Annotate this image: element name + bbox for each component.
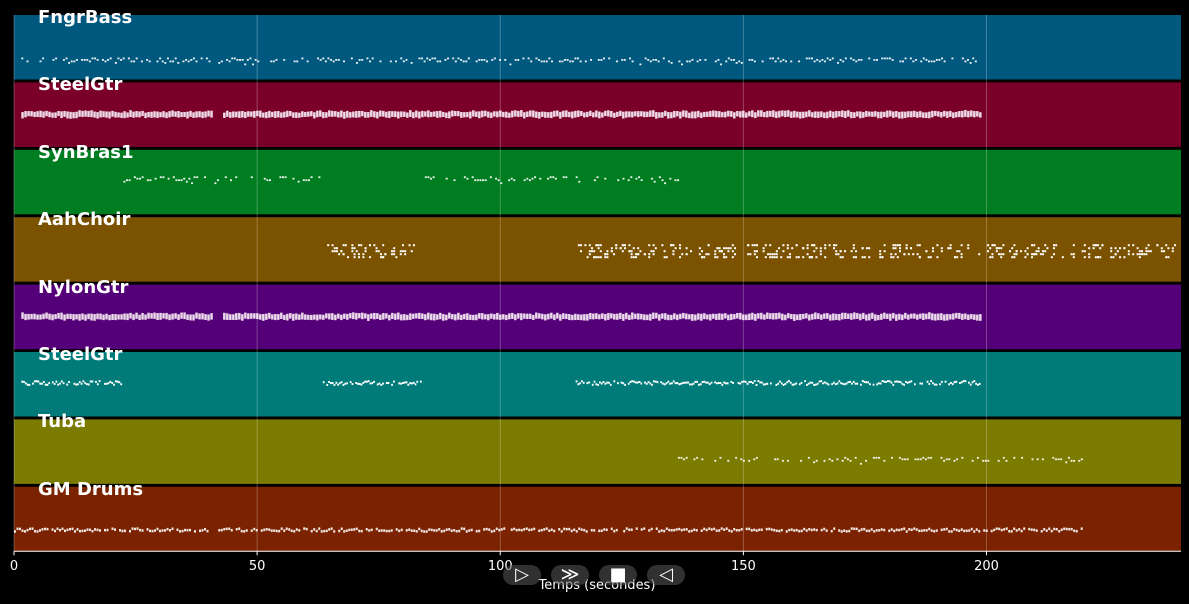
x-tick-label-0: 0 [9,559,19,574]
play-forward-button[interactable]: ▷ [503,565,541,585]
play-icon: ▷ [515,564,529,585]
track-notes-8 [14,527,1083,533]
fast-forward-button[interactable]: ≫ [551,565,589,585]
track-label-4: AahChoir [38,209,131,231]
track-lane-7 [14,419,1181,484]
track-lane-1 [14,15,1181,80]
track-lane-8 [14,486,1181,552]
track-notes-7 [677,456,1083,465]
x-tick-label-4: 200 [974,559,999,574]
track-notes-6 [21,380,981,386]
track-label-3: SynBras1 [38,141,134,163]
track-lane-4 [14,217,1181,282]
x-tick-label-1: 50 [248,559,266,574]
track-label-6: SteelGtr [38,344,123,365]
track-label-2: SteelGtr [38,74,123,96]
track-notes-5 [21,312,982,321]
track-notes-4 [327,244,1177,259]
stop-button[interactable]: ■ [599,565,637,585]
track-label-5: NylonGtr [38,276,129,298]
track-notes-2 [21,109,982,119]
track-label-8: GM Drums [38,478,144,500]
rewind-icon: ◁ [659,564,673,585]
x-tick-label-3: 150 [730,559,756,574]
track-notes-1 [21,57,977,66]
track-notes-3 [123,176,680,185]
track-label-7: Tuba [38,411,87,433]
fast-forward-icon: ≫ [560,564,580,585]
track-label-1: FngrBass [38,7,133,28]
track-lane-3 [14,149,1181,215]
stop-icon: ■ [609,564,627,585]
rewind-button[interactable]: ◁ [647,565,685,585]
